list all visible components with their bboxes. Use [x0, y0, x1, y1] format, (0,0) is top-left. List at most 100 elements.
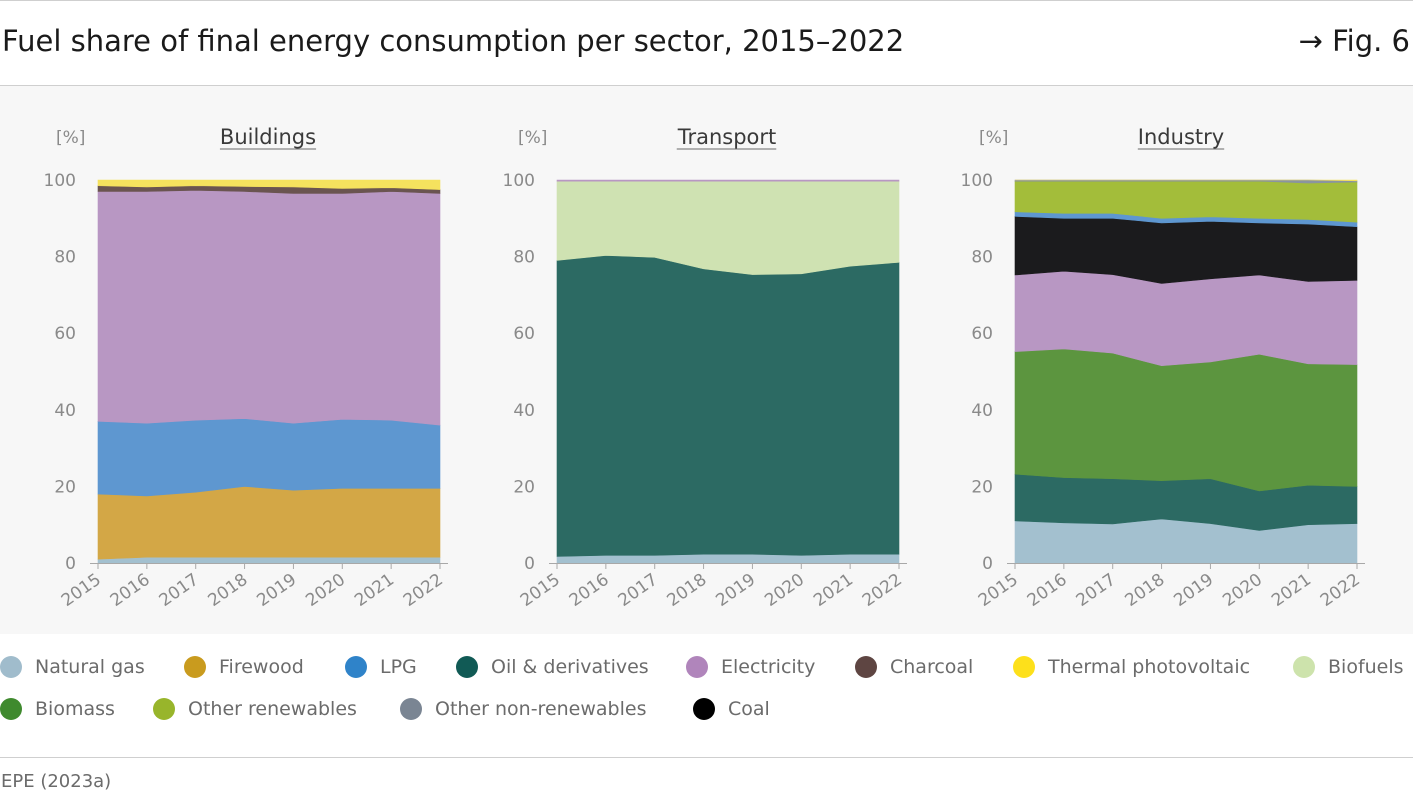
y-tick-label: 20: [971, 477, 993, 497]
legend-swatch: [345, 656, 367, 678]
x-tick-label: 2020: [302, 570, 349, 611]
y-tick-label: 80: [971, 248, 993, 268]
x-tick-label: 2018: [1122, 570, 1169, 611]
figure-title: Fuel share of final energy consumption p…: [2, 24, 905, 58]
x-tick-label: 2015: [58, 570, 105, 611]
x-tick-label: 2022: [1317, 570, 1364, 611]
legend-label: Electricity: [721, 656, 816, 678]
x-tick-label: 2017: [156, 570, 203, 611]
legend-item-firewood: Firewood: [184, 656, 304, 678]
legend-swatch: [686, 656, 708, 678]
y-tick-label: 80: [54, 248, 76, 268]
legend-swatch: [1293, 656, 1315, 678]
area-industry-thermal-photovoltaic: [1015, 179, 1358, 182]
legend-item-electricity: Electricity: [686, 656, 815, 678]
legend-item-coal: Coal: [693, 698, 770, 720]
area-buildings-natural-gas: [97, 556, 441, 564]
legend-label: Oil & derivatives: [491, 656, 649, 678]
x-tick-label: 2019: [253, 570, 300, 611]
legend-swatch: [184, 656, 206, 678]
legend-swatch: [0, 656, 22, 678]
legend-swatch: [693, 698, 715, 720]
legend-swatch: [456, 656, 478, 678]
area-buildings-electricity: [97, 190, 441, 426]
legend-label: Biofuels: [1328, 656, 1404, 678]
panel-title-buildings: Buildings: [220, 125, 316, 149]
legend: Natural gas Firewood LPG Oil & derivatives E…: [0, 656, 1413, 742]
legend-item-thermal-photovoltaic: Thermal photovoltaic: [1013, 656, 1250, 678]
x-tick-label: 2015: [517, 570, 564, 611]
y-tick-label: 100: [961, 171, 993, 191]
legend-swatch: [400, 698, 422, 720]
area-buildings-thermal-photovoltaic: [97, 179, 441, 190]
x-tick-label: 2021: [810, 570, 857, 611]
y-unit-label: [%]: [518, 128, 547, 148]
area-industry-biomass: [1014, 348, 1358, 492]
header-divider: [0, 85, 1413, 86]
y-tick-label: 100: [503, 171, 535, 191]
y-tick-label: 20: [54, 477, 76, 497]
legend-label: Other non-renewables: [435, 698, 647, 720]
x-tick-label: 2020: [1219, 570, 1266, 611]
y-tick-label: 40: [54, 401, 76, 421]
source-note: EPE (2023a): [1, 771, 112, 792]
legend-swatch: [153, 698, 175, 720]
figure-reference: → Fig. 6: [1298, 24, 1410, 58]
x-tick-label: 2022: [400, 570, 447, 611]
x-tick-label: 2015: [975, 570, 1022, 611]
area-transport-oil-and-derivatives: [556, 255, 900, 557]
legend-label: Natural gas: [35, 656, 145, 678]
y-tick-label: 20: [513, 477, 535, 497]
y-tick-label: 60: [513, 324, 535, 344]
area-transport-electricity: [556, 179, 900, 182]
x-tick-label: 2020: [761, 570, 808, 611]
legend-item-lpg: LPG: [345, 656, 417, 678]
x-tick-label: 2017: [615, 570, 662, 611]
legend-item-biofuels: Biofuels: [1293, 656, 1404, 678]
y-tick-label: 80: [513, 248, 535, 268]
panel-title-industry: Industry: [1138, 125, 1224, 149]
chart-transport: 0 20 40 60 80 100 2015 2016 2017 2018 2019 2020 2021…: [503, 125, 907, 611]
x-tick-label: 2018: [664, 570, 711, 611]
legend-label: Other renewables: [188, 698, 357, 720]
y-unit-label: [%]: [56, 128, 85, 148]
x-tick-label: 2016: [1024, 570, 1071, 611]
y-tick-label: 100: [44, 171, 76, 191]
x-tick-label: 2021: [351, 570, 398, 611]
legend-item-other-renewables: Other renewables: [153, 698, 357, 720]
area-industry-natural-gas: [1014, 518, 1358, 564]
legend-label: Biomass: [35, 698, 115, 720]
legend-item-other-non-renewables: Other non-renewables: [400, 698, 646, 720]
legend-swatch: [0, 698, 22, 720]
y-tick-label: 40: [971, 401, 993, 421]
x-tick-label: 2018: [205, 570, 252, 611]
chart-industry: 0 20 40 60 80 100 2015 2016 2017 2018 2019 2020 2021…: [961, 125, 1365, 611]
y-tick-label: 60: [971, 324, 993, 344]
x-tick-label: 2019: [1170, 570, 1217, 611]
footer-divider: [0, 757, 1413, 758]
x-tick-label: 2019: [712, 570, 759, 611]
y-tick-label: 0: [524, 554, 535, 574]
legend-item-biomass: Biomass: [0, 698, 115, 720]
area-buildings-firewood: [97, 486, 441, 560]
panel-title-transport: Transport: [677, 125, 777, 149]
legend-swatch: [1013, 656, 1035, 678]
y-tick-label: 0: [982, 554, 993, 574]
chart-buildings: 0 20 40 60 80 100 2015 2016 2017 2018 2019 2020 2021…: [44, 125, 448, 611]
x-tick-label: 2016: [566, 570, 613, 611]
legend-label: Thermal photovoltaic: [1048, 656, 1251, 678]
legend-label: Coal: [728, 698, 770, 720]
y-tick-label: 0: [65, 554, 76, 574]
x-tick-label: 2021: [1268, 570, 1315, 611]
x-tick-label: 2022: [859, 570, 906, 611]
legend-item-oil-and-derivatives: Oil & derivatives: [456, 656, 649, 678]
chart-panel: 0 20 40 60 80 100 2015 2016 2017 2018 2019 2020 2021…: [0, 86, 1413, 634]
area-buildings-lpg: [97, 418, 441, 497]
x-tick-label: 2016: [107, 570, 154, 611]
legend-label: LPG: [380, 656, 417, 678]
legend-label: Charcoal: [890, 656, 974, 678]
legend-item-natural-gas: Natural gas: [0, 656, 145, 678]
legend-label: Firewood: [219, 656, 304, 678]
